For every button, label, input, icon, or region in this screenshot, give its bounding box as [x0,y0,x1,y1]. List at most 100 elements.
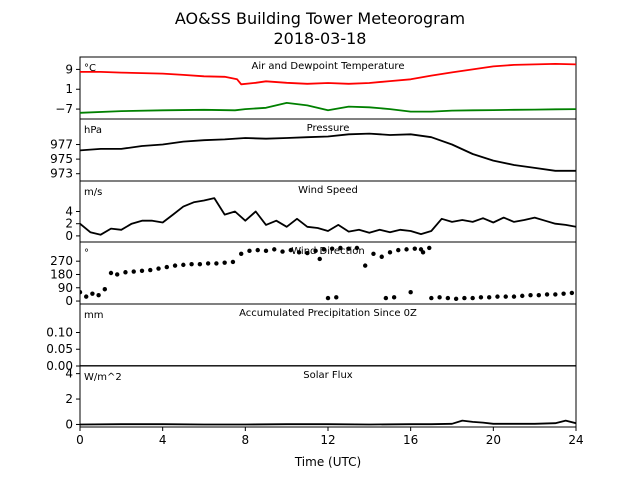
y-tick-label: 1 [65,82,73,96]
wind-direction-point [544,292,550,297]
y-tick-label: 4 [65,205,73,219]
panel-2: 420 m/s Wind Speed [65,180,577,243]
wind-direction-point [222,260,227,265]
panel-plot-area [80,419,576,426]
panel-0: 9 1 −7 °C Air and Dewpoint Temperature [55,56,577,120]
wind-direction-point [214,261,219,266]
y-tick-label: −7 [55,102,73,116]
panels: 9 1 −7 °C Air and Dewpoint Temperature 977975… [46,56,577,431]
wind-direction-point [329,246,335,251]
wind-direction-point [487,295,492,300]
wind-direction-point [520,293,525,299]
wind-direction-point [321,247,327,252]
panel-4: 0.10 0.05 0.00 mm Accumulated Precipitation … [46,303,577,373]
wind-direction-point [334,295,339,300]
panel-plot-area [80,197,576,236]
x-tick-label: 0 [76,433,84,447]
wind-direction-point [427,245,432,251]
panel-5: 4 2 0 W/m^2 Solar Flux [65,365,577,431]
wind-direction-point [408,289,413,295]
y-tick-label: 270 [50,254,73,268]
series-line-1 [80,102,576,114]
y-tick-label: 180 [50,267,73,281]
wind-direction-point [503,294,508,299]
wind-direction-point [230,259,236,265]
panel-unit: °C [84,63,96,74]
wind-direction-point [131,269,136,274]
wind-direction-point [189,261,194,267]
wind-direction-point [172,263,178,268]
y-tick-label: 90 [58,281,73,295]
x-tick-label: 12 [320,433,335,447]
wind-direction-point [396,247,401,253]
wind-direction-point [108,270,114,276]
series-line-0 [80,63,576,86]
wind-direction-point [84,294,89,299]
wind-direction-point [272,247,277,252]
wind-direction-point [239,251,244,257]
wind-direction-point [363,263,368,268]
panel-title: Wind Direction [291,246,365,257]
panel-unit: ° [84,248,89,259]
y-tick-label: 2 [65,217,73,231]
series-line-0 [80,197,576,236]
wind-direction-point [305,250,310,256]
wind-direction-point [164,264,169,270]
x-tick-label: 20 [486,433,501,447]
panel-unit: W/m^2 [84,372,122,383]
wind-direction-point [181,262,186,268]
x-tick-label: 4 [159,433,167,447]
wind-direction-point [288,247,293,253]
panel-title: Wind Speed [298,185,358,196]
wind-direction-point [412,246,417,251]
panel-plot-area [80,63,576,114]
y-tick-label: 0 [65,294,73,308]
panel-unit: m/s [84,187,102,198]
wind-direction-point [205,261,211,266]
wind-direction-point [338,245,343,251]
wind-direction-point [379,254,384,259]
wind-direction-point [383,295,389,301]
wind-direction-point [569,290,575,296]
wind-direction-point [536,292,541,298]
y-tick-label: 9 [65,62,73,76]
wind-direction-point [296,250,302,255]
wind-direction-point [280,249,285,254]
y-tick-label: 0.00 [46,359,73,373]
y-tick-label: 2 [65,392,73,406]
wind-direction-point [561,291,566,296]
wind-direction-point [404,247,409,252]
y-tick-label: 973 [50,167,73,181]
wind-direction-point [156,266,161,271]
x-axis-label: Time (UTC) [294,455,361,469]
wind-direction-point [313,248,318,254]
wind-direction-point [371,251,376,257]
wind-direction-point [102,287,108,292]
wind-direction-point [445,295,451,301]
wind-direction-point [391,295,397,300]
wind-direction-point [115,272,120,277]
panel-title: Air and Dewpoint Temperature [252,61,405,72]
figure-title: AO&SS Building Tower Meteorogram [175,9,465,28]
wind-direction-point [96,292,101,298]
wind-direction-point [437,295,442,300]
y-tick-label: 0.10 [46,325,73,339]
wind-direction-point [247,248,252,254]
wind-direction-point [387,250,393,255]
wind-direction-point [418,247,424,252]
y-tick-label: 0 [65,229,73,243]
wind-direction-point [90,291,95,296]
series-line-0 [80,132,576,172]
wind-direction-point [470,295,475,301]
wind-direction-point [462,295,467,301]
wind-direction-point [495,294,500,299]
series-line-0 [80,419,576,426]
figure-date: 2018-03-18 [274,29,367,48]
wind-direction-point [528,292,533,298]
y-tick-label: 0.05 [46,342,73,356]
panel-unit: mm [84,310,103,321]
panel-unit: hPa [84,125,102,136]
x-tick-label: 8 [242,433,250,447]
